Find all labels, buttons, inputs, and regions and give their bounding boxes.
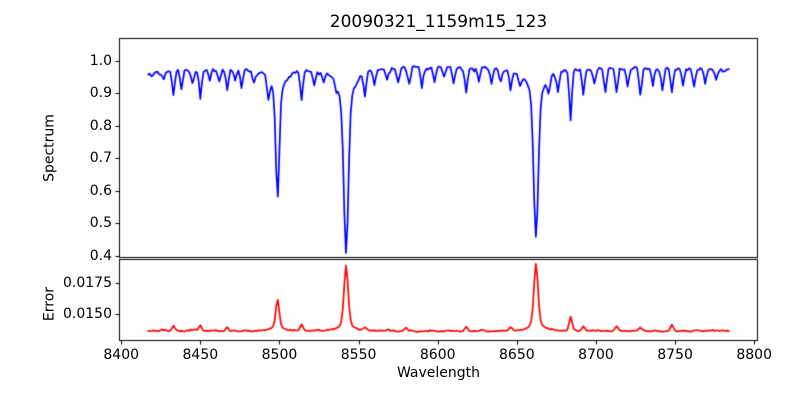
- y-tick-label-spectrum: 0.6: [89, 182, 112, 199]
- y-tick-label-spectrum: 0.9: [89, 85, 112, 102]
- x-tick-label: 8550: [340, 347, 377, 363]
- x-tick-label: 8600: [419, 347, 456, 363]
- y-tick-label-spectrum: 1.0: [89, 52, 112, 69]
- x-tick-label: 8750: [657, 347, 693, 363]
- y-tick-label-spectrum: 0.7: [89, 150, 112, 167]
- y-tick-label-spectrum: 0.4: [89, 247, 112, 264]
- x-tick-label: 8450: [182, 347, 219, 363]
- chart-title: 20090321_1159m15_123: [329, 12, 548, 32]
- x-axis-label: Wavelength: [396, 365, 481, 381]
- y-tick-label-error: 0.0150: [63, 306, 112, 322]
- y-tick-label-spectrum: 0.5: [89, 215, 112, 232]
- x-tick-label: 8500: [261, 347, 298, 363]
- y-axis-label-spectrum: Spectrum: [41, 114, 58, 182]
- x-tick-label: 8650: [499, 347, 535, 363]
- y-axis-label-error: Error: [41, 286, 58, 322]
- x-tick-label: 8800: [736, 347, 773, 363]
- y-tick-label-spectrum: 0.8: [89, 117, 112, 134]
- x-tick-label: 8400: [103, 347, 140, 363]
- x-tick-label: 8700: [578, 347, 614, 363]
- y-tick-label-error: 0.0175: [63, 274, 112, 291]
